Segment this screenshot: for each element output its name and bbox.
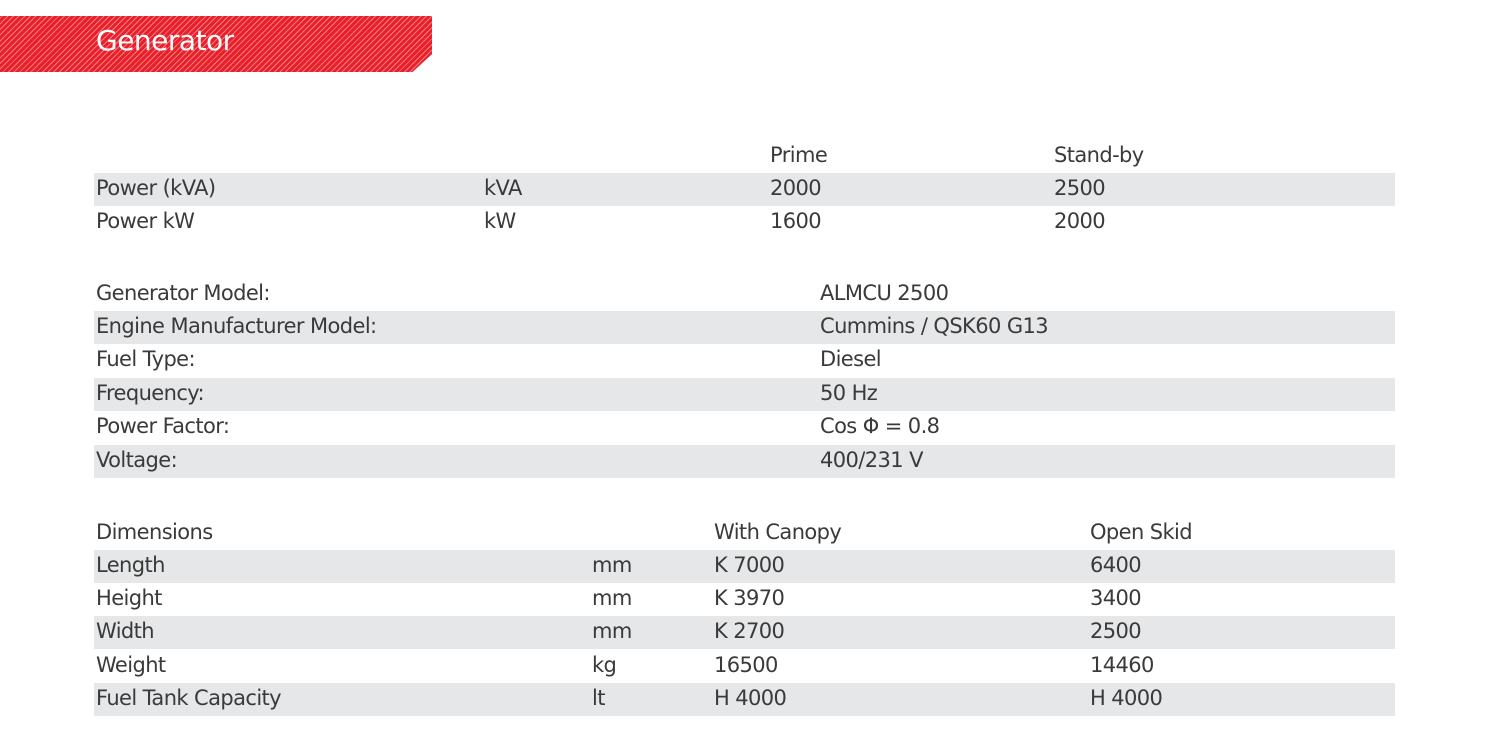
table-row: Generator Model: ALMCU 2500 xyxy=(94,278,1395,311)
row-label: Frequency: xyxy=(96,381,205,405)
row-label: Power kW xyxy=(96,209,195,233)
row-label: Power (kVA) xyxy=(96,176,216,200)
row-label: Weight xyxy=(96,653,166,677)
row-label: Generator Model: xyxy=(96,281,270,305)
row-standby: 2000 xyxy=(1054,209,1106,233)
table-row: Fuel Type: Diesel xyxy=(94,344,1395,377)
row-skid: 6400 xyxy=(1090,553,1142,577)
row-value: 50 Hz xyxy=(820,381,878,405)
row-unit: mm xyxy=(592,619,632,643)
row-label: Length xyxy=(96,553,165,577)
table-row: Power kW kW 1600 2000 xyxy=(94,206,1395,239)
row-skid: 3400 xyxy=(1090,586,1142,610)
power-header-row: Prime Stand-by xyxy=(94,140,1395,173)
header-prime: Prime xyxy=(770,143,828,167)
table-row: Power Factor: Cos Φ = 0.8 xyxy=(94,411,1395,444)
row-label: Height xyxy=(96,586,162,610)
row-unit: mm xyxy=(592,586,632,610)
header-with-canopy: With Canopy xyxy=(714,520,842,544)
row-standby: 2500 xyxy=(1054,176,1106,200)
row-value: Cos Φ = 0.8 xyxy=(820,414,940,438)
row-label: Power Factor: xyxy=(96,414,230,438)
row-label: Engine Manufacturer Model: xyxy=(96,314,377,338)
table-row: Voltage: 400/231 V xyxy=(94,445,1395,478)
title-banner: Generator xyxy=(0,16,432,72)
table-row: Height mm K 3970 3400 xyxy=(94,583,1395,616)
row-skid: 14460 xyxy=(1090,653,1154,677)
row-prime: 1600 xyxy=(770,209,822,233)
row-value: 400/231 V xyxy=(820,448,923,472)
table-row: Length mm K 7000 6400 xyxy=(94,550,1395,583)
table-row: Frequency: 50 Hz xyxy=(94,378,1395,411)
page-title: Generator xyxy=(96,24,234,57)
row-value: Cummins / QSK60 G13 xyxy=(820,314,1049,338)
row-canopy: K 3970 xyxy=(714,586,785,610)
table-row: Weight kg 16500 14460 xyxy=(94,650,1395,683)
row-label: Voltage: xyxy=(96,448,178,472)
header-standby: Stand-by xyxy=(1054,143,1144,167)
row-canopy: H 4000 xyxy=(714,686,787,710)
row-canopy: 16500 xyxy=(714,653,778,677)
row-label: Width xyxy=(96,619,155,643)
table-row: Fuel Tank Capacity lt H 4000 H 4000 xyxy=(94,683,1395,716)
row-unit: kg xyxy=(592,653,617,677)
row-skid: 2500 xyxy=(1090,619,1142,643)
row-value: ALMCU 2500 xyxy=(820,281,949,305)
table-row: Power (kVA) kVA 2000 2500 xyxy=(94,173,1395,206)
table-row: Engine Manufacturer Model: Cummins / QSK6… xyxy=(94,311,1395,344)
row-skid: H 4000 xyxy=(1090,686,1163,710)
row-canopy: K 2700 xyxy=(714,619,785,643)
row-label: Fuel Tank Capacity xyxy=(96,686,282,710)
row-unit: kVA xyxy=(484,176,522,200)
row-canopy: K 7000 xyxy=(714,553,785,577)
header-open-skid: Open Skid xyxy=(1090,520,1193,544)
dimensions-header-row: Dimensions With Canopy Open Skid xyxy=(94,517,1395,550)
row-label: Fuel Type: xyxy=(96,347,196,371)
table-row: Width mm K 2700 2500 xyxy=(94,616,1395,649)
row-value: Diesel xyxy=(820,347,882,371)
row-unit: kW xyxy=(484,209,516,233)
row-unit: lt xyxy=(592,686,605,710)
row-prime: 2000 xyxy=(770,176,822,200)
header-dimensions: Dimensions xyxy=(96,520,213,544)
row-unit: mm xyxy=(592,553,632,577)
